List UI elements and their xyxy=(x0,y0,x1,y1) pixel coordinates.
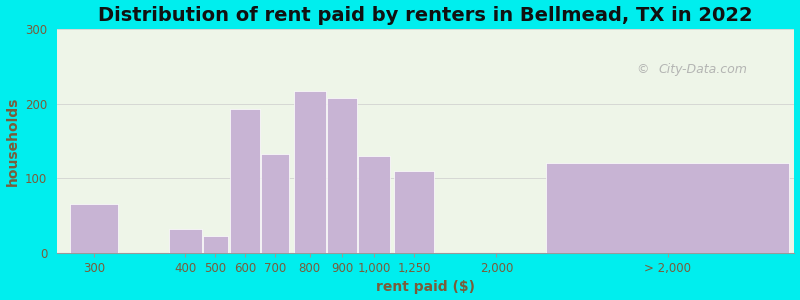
Bar xyxy=(261,154,289,253)
Bar xyxy=(358,156,390,253)
Bar xyxy=(546,163,790,253)
Bar xyxy=(394,171,434,253)
Bar xyxy=(169,229,202,253)
Bar xyxy=(327,98,358,253)
Text: ©: © xyxy=(636,63,649,76)
Bar xyxy=(203,236,228,253)
Text: City-Data.com: City-Data.com xyxy=(658,63,747,76)
Bar xyxy=(294,91,326,253)
Title: Distribution of rent paid by renters in Bellmead, TX in 2022: Distribution of rent paid by renters in … xyxy=(98,6,753,25)
Bar xyxy=(70,204,118,253)
X-axis label: rent paid ($): rent paid ($) xyxy=(376,280,475,294)
Y-axis label: households: households xyxy=(6,96,19,186)
Bar xyxy=(230,109,260,253)
